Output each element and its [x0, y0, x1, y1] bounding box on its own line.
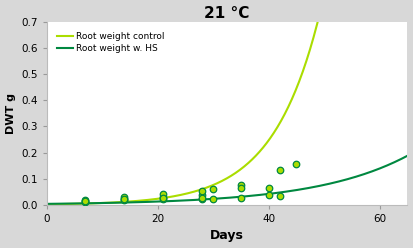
Point [276, 194, 283, 198]
Point [82, 198, 89, 202]
Point [210, 187, 216, 191]
Point [199, 193, 205, 197]
Point [82, 200, 89, 204]
Point [121, 197, 128, 201]
Point [121, 195, 128, 199]
Point [160, 195, 166, 199]
Point [210, 197, 216, 201]
Y-axis label: DWT g: DWT g [5, 93, 16, 134]
Legend: Root weight control, Root weight w. HS: Root weight control, Root weight w. HS [55, 30, 167, 55]
Point [121, 197, 128, 201]
Point [82, 199, 89, 203]
Point [82, 199, 89, 203]
Point [160, 196, 166, 200]
Point [199, 196, 205, 200]
Title: 21 °C: 21 °C [204, 5, 250, 21]
Point [237, 196, 244, 200]
Point [266, 193, 272, 197]
Point [199, 197, 205, 201]
Point [237, 186, 244, 190]
Point [160, 192, 166, 196]
Point [160, 197, 166, 201]
Point [121, 198, 128, 202]
Point [199, 189, 205, 193]
X-axis label: Days: Days [210, 229, 244, 243]
Point [276, 168, 283, 172]
Point [266, 186, 272, 190]
Point [293, 162, 300, 166]
Point [237, 183, 244, 187]
